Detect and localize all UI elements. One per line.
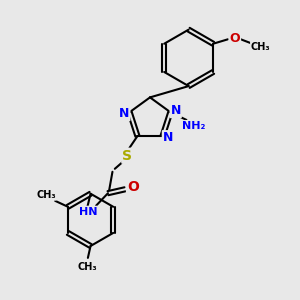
Text: N: N [119,107,130,120]
Text: CH₃: CH₃ [251,42,271,52]
Text: O: O [230,32,240,45]
Text: HN: HN [79,207,97,217]
Text: N: N [163,131,173,144]
Text: NH₂: NH₂ [182,121,206,131]
Text: CH₃: CH₃ [36,190,56,200]
Text: S: S [122,149,132,163]
Text: CH₃: CH₃ [77,262,97,272]
Text: O: O [127,180,139,194]
Text: N: N [170,104,181,117]
